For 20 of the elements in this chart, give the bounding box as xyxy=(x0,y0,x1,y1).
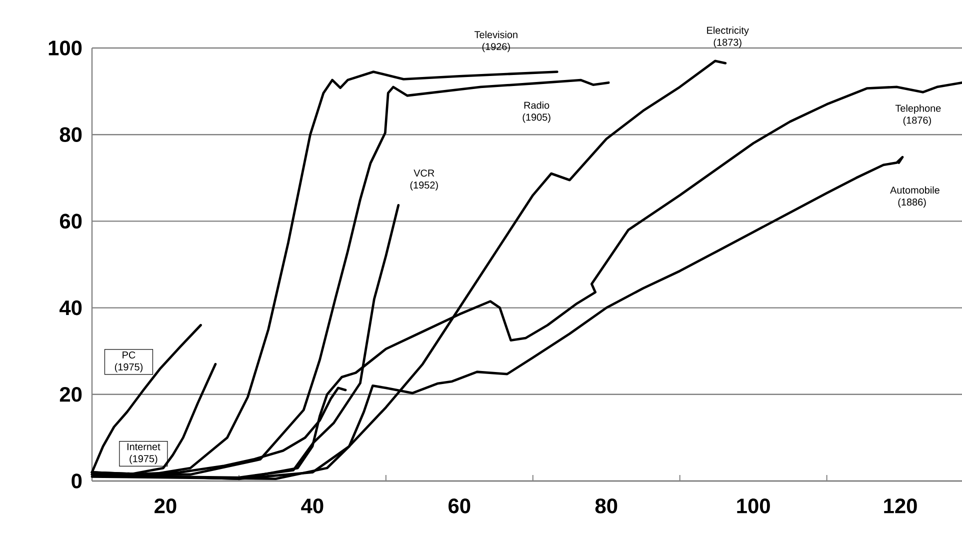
x-tick-label: 120 xyxy=(884,498,917,514)
x-tick-label: 20 xyxy=(154,498,176,514)
y-tick-label: 100 xyxy=(48,40,82,56)
y-tick-label: 40 xyxy=(60,300,82,316)
series-label: Internet (1975) xyxy=(127,443,160,464)
x-tick-label: 80 xyxy=(595,498,618,514)
x-tick-label: 60 xyxy=(448,498,470,514)
series-label: Telephone (1876) xyxy=(895,104,941,126)
text: Television (1926) xyxy=(474,30,518,52)
y-tick-label: 20 xyxy=(60,386,82,402)
series-label: VCR (1952) xyxy=(410,170,438,191)
y-tick-label: 80 xyxy=(60,127,82,142)
series-label: Electricity (1873) xyxy=(707,26,749,48)
y-tick-label: 60 xyxy=(60,214,82,229)
x-tick-label: 100 xyxy=(737,498,770,514)
text: Automobile (1886) xyxy=(890,186,940,208)
x-tick-label: 40 xyxy=(301,498,324,514)
series-label: Radio (1905) xyxy=(522,101,550,123)
series-label: PC (1975) xyxy=(114,351,143,372)
y-tick-label: 0 xyxy=(72,474,82,488)
